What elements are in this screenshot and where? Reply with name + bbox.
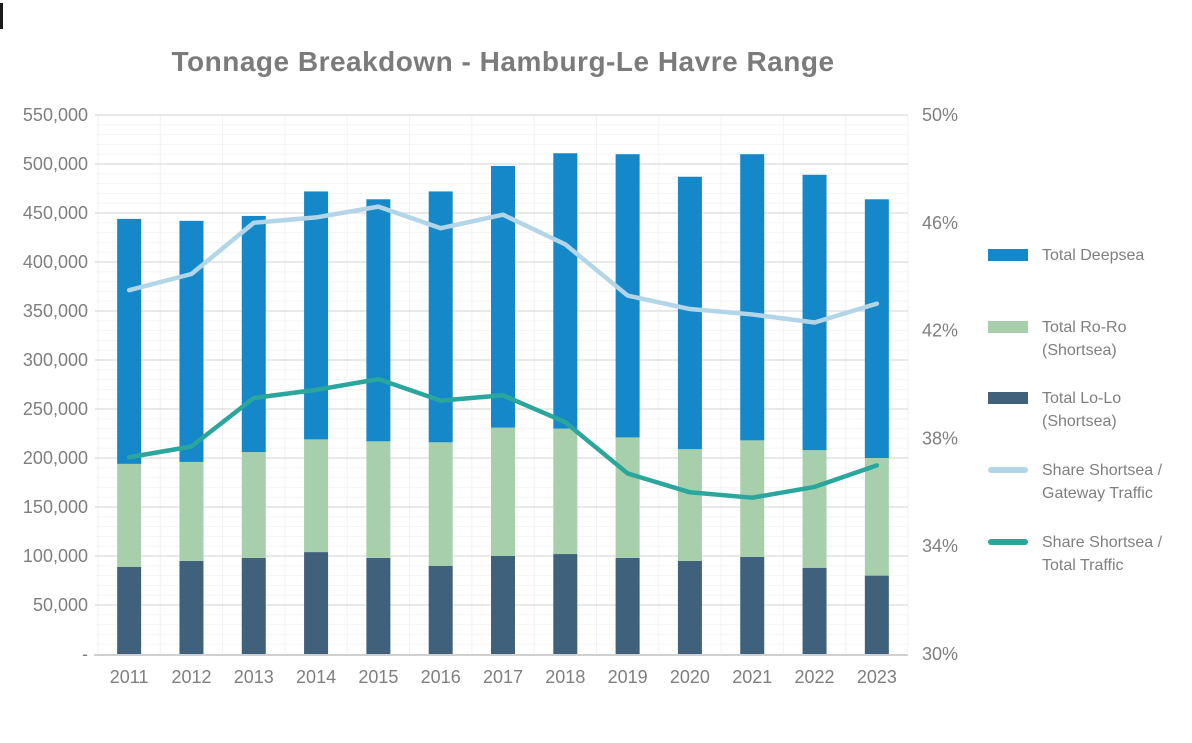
deepsea-bar-segment	[241, 215, 266, 453]
x-axis-label: 2015	[358, 667, 398, 687]
legend-bar-swatch	[988, 392, 1028, 404]
left-axis-label: 250,000	[23, 399, 88, 419]
legend-item: Total Lo-Lo (Shortsea)	[988, 387, 1121, 433]
x-axis-label: 2016	[421, 667, 461, 687]
deepsea-bar-segment	[740, 154, 765, 441]
right-axis-label: 46%	[922, 213, 958, 233]
x-axis-label: 2023	[857, 667, 897, 687]
left-axis-label: 150,000	[23, 497, 88, 517]
legend-item: Share Shortsea / Total Traffic	[988, 531, 1162, 577]
deepsea-bar-segment	[179, 220, 204, 462]
x-axis-label: 2022	[795, 667, 835, 687]
lolo-bar-segment	[428, 565, 453, 654]
left-axis-label: 50,000	[33, 595, 88, 615]
lolo-bar-segment	[179, 560, 204, 654]
roro-bar-segment	[117, 463, 142, 567]
x-axis-label: 2021	[732, 667, 772, 687]
deepsea-bar-segment	[553, 153, 578, 429]
right-axis-label: 34%	[922, 536, 958, 556]
x-axis-label: 2017	[483, 667, 523, 687]
deepsea-bar-segment	[366, 199, 391, 442]
legend-label: Total Lo-Lo (Shortsea)	[1042, 390, 1122, 430]
lolo-bar-segment	[553, 554, 578, 654]
x-axis-label: 2011	[110, 667, 149, 687]
screen-edge-artifact	[0, 3, 3, 29]
roro-bar-segment	[366, 441, 391, 558]
right-axis-label: 38%	[922, 428, 958, 448]
left-axis-label: 200,000	[23, 448, 88, 468]
roro-bar-segment	[241, 452, 266, 558]
left-axis-label: 350,000	[23, 301, 88, 321]
legend-bar-swatch	[988, 249, 1028, 261]
lolo-bar-segment	[491, 556, 515, 654]
roro-bar-segment	[179, 461, 204, 561]
lolo-bar-segment	[802, 567, 827, 654]
left-axis-label: 450,000	[23, 203, 88, 223]
legend-bar-swatch	[988, 321, 1028, 333]
roro-bar-segment	[553, 428, 578, 555]
legend-item: Total Ro-Ro (Shortsea)	[988, 316, 1126, 362]
roro-bar-segment	[615, 437, 640, 558]
deepsea-bar-segment	[304, 191, 329, 440]
deepsea-bar-segment	[677, 176, 702, 450]
lolo-bar-segment	[117, 566, 142, 654]
lolo-bar-segment	[740, 556, 765, 654]
x-axis-label: 2013	[234, 667, 274, 687]
right-axis-label: 30%	[922, 644, 958, 664]
left-axis-label: 500,000	[23, 154, 88, 174]
roro-bar-segment	[677, 449, 702, 561]
roro-bar-segment	[491, 427, 515, 556]
left-axis-label: 400,000	[23, 252, 88, 272]
legend-line-swatch	[988, 539, 1028, 545]
lolo-bar-segment	[864, 575, 889, 654]
deepsea-bar-segment	[802, 174, 827, 451]
legend-label: Share Shortsea / Total Traffic	[1042, 534, 1163, 574]
x-axis-label: 2018	[545, 667, 585, 687]
lolo-bar-segment	[677, 560, 702, 654]
left-axis-label: 550,000	[23, 105, 88, 125]
right-axis-label: 50%	[922, 105, 958, 125]
lolo-bar-segment	[366, 557, 391, 654]
total-share-line	[126, 376, 880, 500]
roro-bar-segment	[802, 450, 827, 568]
legend-label: Total Ro-Ro (Shortsea)	[1042, 319, 1127, 359]
roro-bar-segment	[428, 442, 453, 566]
deepsea-bar-segment	[117, 218, 142, 464]
deepsea-bar-segment	[491, 165, 515, 428]
x-axis-label: 2019	[608, 667, 648, 687]
chart-title: Tonnage Breakdown - Hamburg-Le Havre Ran…	[171, 46, 835, 77]
right-axis-label: 42%	[922, 321, 958, 341]
legend-item: Share Shortsea / Gateway Traffic	[988, 459, 1162, 505]
x-axis-label: 2014	[296, 667, 336, 687]
lolo-bar-segment	[241, 557, 266, 654]
x-axis-label: 2012	[171, 667, 211, 687]
left-axis-label: -	[82, 644, 88, 664]
roro-bar-segment	[304, 439, 329, 553]
roro-bar-segment	[864, 458, 889, 576]
left-axis-label: 300,000	[23, 350, 88, 370]
legend-item: Total Deepsea	[988, 244, 1144, 267]
legend-line-swatch	[988, 467, 1028, 473]
gateway-share-line	[126, 204, 880, 325]
lolo-bar-segment	[304, 552, 329, 654]
legend-label: Total Deepsea	[1042, 247, 1145, 264]
left-axis-label: 100,000	[23, 546, 88, 566]
lolo-bar-segment	[615, 557, 640, 654]
x-axis-label: 2020	[670, 667, 710, 687]
legend-label: Share Shortsea / Gateway Traffic	[1042, 462, 1163, 502]
deepsea-bar-segment	[864, 199, 889, 458]
